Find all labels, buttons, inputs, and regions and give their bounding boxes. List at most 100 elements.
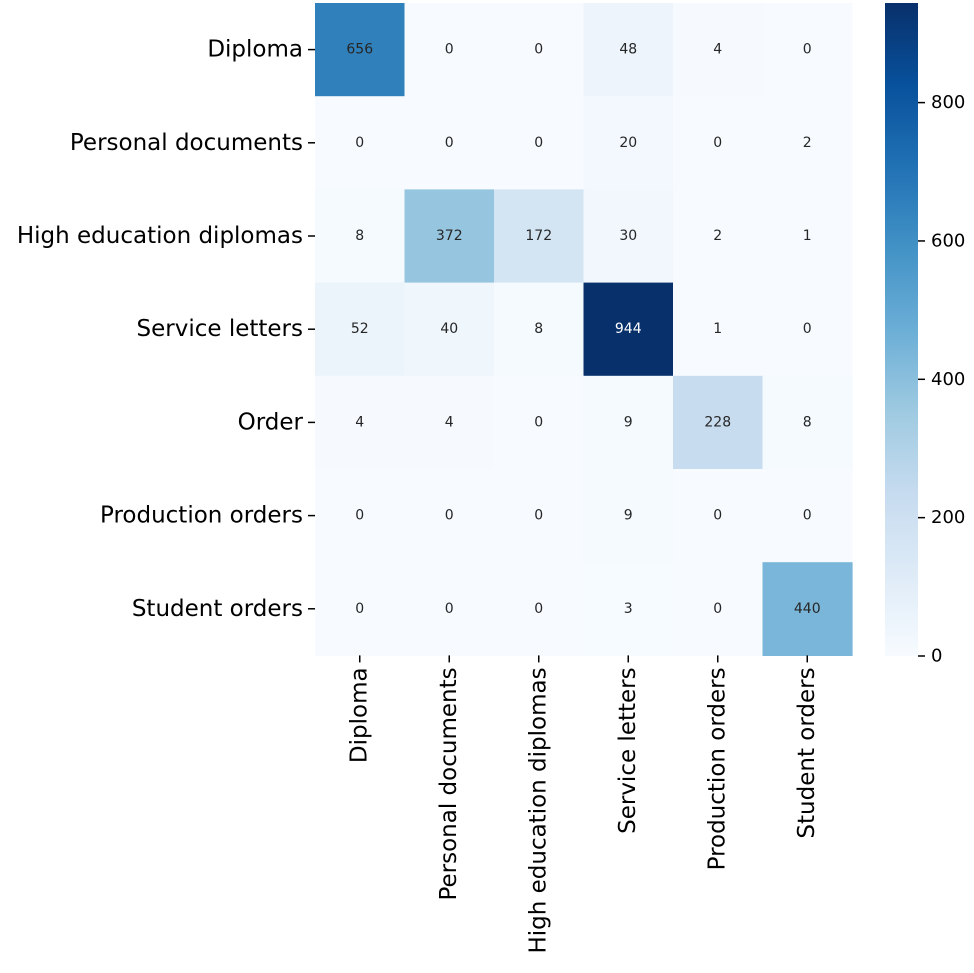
cell-value-r3-c4: 1 [713, 321, 722, 337]
row-label-student-orders: Student orders [132, 596, 303, 622]
row-label-personal-documents: Personal documents [70, 130, 303, 156]
cell-value-r5-c4: 0 [713, 508, 722, 524]
colorbar-ticks: 0 200 400 600 800 [918, 92, 965, 667]
cell-value-r4-c3: 9 [624, 414, 633, 430]
cell-value-r4-c1: 4 [445, 414, 454, 430]
heatmap-cell-r3-c4 [673, 282, 764, 377]
cell-value-r3-c5: 0 [803, 321, 812, 337]
cell-value-r6-c3: 3 [624, 601, 633, 617]
cell-value-r6-c0: 0 [355, 601, 364, 617]
col-label-student-orders: Student orders [794, 667, 820, 838]
row-label-order: Order [238, 409, 304, 435]
cell-value-r0-c2: 0 [534, 42, 543, 58]
heatmap-cell-r6-c3 [583, 562, 674, 656]
heatmap-cell-r3-c3 [583, 282, 674, 377]
cell-value-r2-c5: 1 [803, 228, 812, 244]
cell-value-r6-c1: 0 [445, 601, 454, 617]
heatmap-cell-r2-c4 [673, 189, 764, 284]
cell-value-r1-c5: 2 [803, 135, 812, 151]
col-label-diploma: Diploma [347, 667, 373, 763]
heatmap-cell-r5-c4 [673, 469, 764, 563]
heatmap-cell-r4-c0 [315, 375, 406, 470]
cell-value-r3-c2: 8 [534, 321, 543, 337]
cell-value-r0-c1: 0 [445, 42, 454, 58]
heatmap-cell-r5-c3 [583, 469, 674, 563]
heatmap-cell-r3-c2 [494, 282, 585, 377]
cell-value-r1-c0: 0 [355, 135, 364, 151]
heatmap-cell-r6-c4 [673, 562, 764, 656]
cell-value-r1-c4: 0 [713, 135, 722, 151]
column-labels: Diploma Personal documents High education … [347, 655, 820, 954]
col-label-personal-documents: Personal documents [436, 667, 462, 900]
heatmap-cell-r3-c5 [762, 282, 853, 377]
cell-value-r2-c1: 372 [436, 228, 463, 244]
cell-value-r0-c0: 656 [346, 42, 373, 58]
colorbar-tick-label-200: 200 [931, 507, 965, 528]
col-label-service-letters: Service letters [615, 667, 641, 833]
heatmap-cell-r3-c1 [404, 282, 495, 377]
colorbar-tick-label-600: 600 [931, 230, 965, 251]
heatmap-cell-r6-c1 [404, 562, 495, 656]
heatmap-cell-r4-c5 [762, 375, 853, 470]
heatmap-cell-r0-c4 [673, 3, 764, 97]
row-label-service-letters: Service letters [137, 316, 303, 342]
heatmap-cell-r0-c0 [315, 3, 406, 97]
cell-value-r4-c4: 228 [704, 414, 731, 430]
cell-value-r2-c2: 172 [525, 228, 552, 244]
heatmap-cell-r3-c0 [315, 282, 406, 377]
heatmap-cell-r4-c1 [404, 375, 495, 470]
heatmap-cell-r5-c2 [494, 469, 585, 563]
heatmap-cell-r0-c2 [494, 3, 585, 97]
heatmap-cell-r6-c0 [315, 562, 406, 656]
cell-value-r5-c2: 0 [534, 508, 543, 524]
colorbar-tick-label-0: 0 [931, 646, 942, 667]
cell-value-r0-c5: 0 [803, 42, 812, 58]
heatmap-cell-r6-c2 [494, 562, 585, 656]
heatmap-cell-values: 656 0 0 48 4 00 0 0 20 0 28 372 172 30 2 152 40 8 944 1 04 4 0… [346, 42, 820, 617]
cell-value-r2-c3: 30 [619, 228, 637, 244]
heatmap-cell-r0-c3 [583, 3, 674, 97]
cell-value-r4-c0: 4 [355, 414, 364, 430]
heatmap-cells [315, 3, 853, 656]
heatmap-cell-r1-c0 [315, 96, 406, 190]
colorbar [885, 3, 918, 656]
heatmap-cell-r4-c2 [494, 375, 585, 470]
heatmap-cell-r2-c5 [762, 189, 853, 284]
heatmap-cell-r0-c5 [762, 3, 853, 97]
heatmap-cell-r1-c3 [583, 96, 674, 190]
heatmap-cell-r1-c5 [762, 96, 853, 190]
cell-value-r4-c2: 0 [534, 414, 543, 430]
cell-value-r6-c4: 0 [713, 601, 722, 617]
heatmap-cell-r1-c1 [404, 96, 495, 190]
heatmap-cell-r1-c4 [673, 96, 764, 190]
heatmap-cell-r2-c1 [404, 189, 495, 284]
cell-value-r3-c0: 52 [351, 321, 369, 337]
heatmap-cell-r1-c2 [494, 96, 585, 190]
cell-value-r1-c3: 20 [619, 135, 637, 151]
cell-value-r0-c3: 48 [619, 42, 637, 58]
heatmap-cell-r6-c5 [762, 562, 853, 656]
row-label-diploma: Diploma [207, 37, 303, 63]
cell-value-r2-c0: 8 [355, 228, 364, 244]
cell-value-r6-c5: 440 [794, 601, 821, 617]
colorbar-tick-label-800: 800 [931, 92, 965, 113]
cell-value-r0-c4: 4 [713, 42, 722, 58]
cell-value-r1-c1: 0 [445, 135, 454, 151]
cell-value-r6-c2: 0 [534, 601, 543, 617]
heatmap-cell-r5-c0 [315, 469, 406, 563]
cell-value-r4-c5: 8 [803, 414, 812, 430]
heatmap-cell-r5-c5 [762, 469, 853, 563]
col-label-production-orders: Production orders [705, 667, 731, 870]
row-label-high-education-diplomas: High education diplomas [17, 223, 303, 249]
cell-value-r5-c1: 0 [445, 508, 454, 524]
cell-value-r1-c2: 0 [534, 135, 543, 151]
cell-value-r3-c1: 40 [440, 321, 458, 337]
heatmap-cell-r2-c3 [583, 189, 674, 284]
colorbar-gradient [885, 3, 918, 656]
heatmap-cell-r5-c1 [404, 469, 495, 563]
colorbar-tick-label-400: 400 [931, 369, 965, 390]
cell-value-r5-c0: 0 [355, 508, 364, 524]
row-label-production-orders: Production orders [100, 503, 303, 529]
cell-value-r2-c4: 2 [713, 228, 722, 244]
